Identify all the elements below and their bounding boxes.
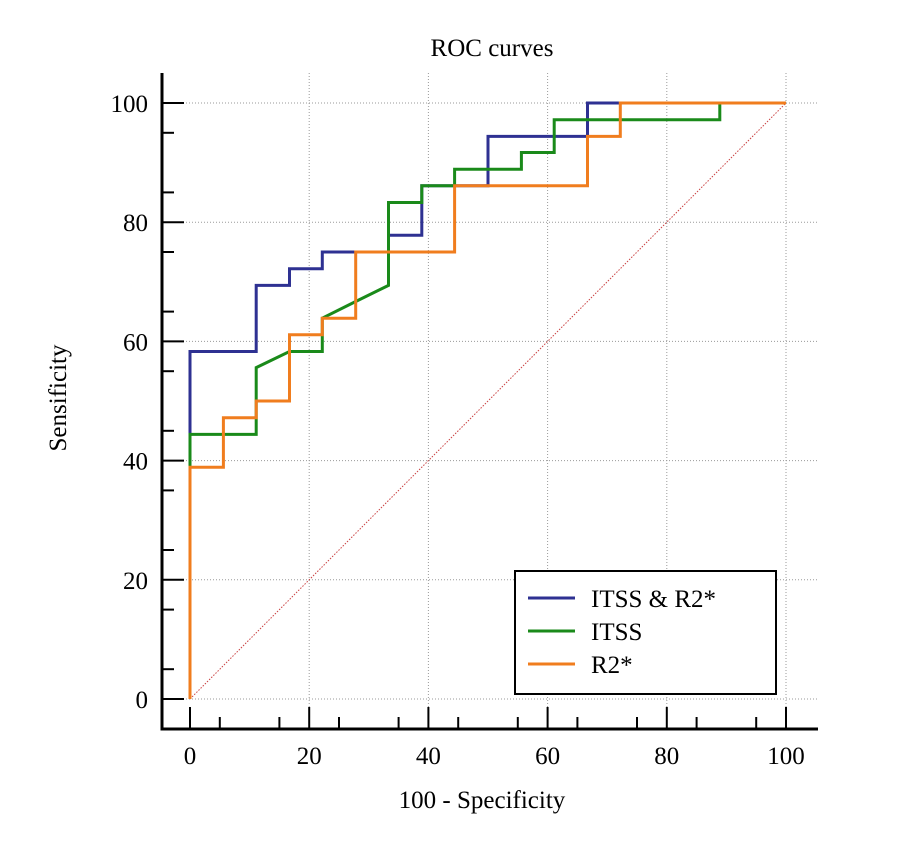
axis-ticks: 0 20 40 60 80 100 0 20 40 60 80 100 <box>111 91 805 770</box>
y-tick-label: 40 <box>123 449 148 476</box>
y-tick-label: 60 <box>123 329 148 356</box>
x-tick-label: 0 <box>184 743 197 770</box>
chart-title: ROC curves <box>431 35 554 62</box>
axes <box>160 73 818 731</box>
y-tick-label: 80 <box>123 210 148 237</box>
x-tick-label: 20 <box>297 743 322 770</box>
reference-line <box>189 102 787 700</box>
y-tick-label: 0 <box>136 687 149 714</box>
y-tick-label: 100 <box>111 91 149 118</box>
legend: ITSS & R2* ITSS R2* <box>514 570 777 695</box>
reference-diagonal-line <box>189 102 787 700</box>
x-axis-label: 100 - Specificity <box>399 787 566 814</box>
x-tick-label: 80 <box>654 743 679 770</box>
x-tick-label: 60 <box>535 743 560 770</box>
roc-curves <box>188 101 786 699</box>
y-tick-label: 20 <box>123 568 148 595</box>
legend-label: ITSS <box>591 619 642 646</box>
legend-label: ITSS & R2* <box>591 586 716 613</box>
x-tick-label: 40 <box>416 743 441 770</box>
y-axis-label: Sensificity <box>45 344 72 451</box>
x-tick-label: 100 <box>767 743 805 770</box>
roc-curve-r2 <box>188 101 786 699</box>
legend-label: R2* <box>591 652 633 679</box>
